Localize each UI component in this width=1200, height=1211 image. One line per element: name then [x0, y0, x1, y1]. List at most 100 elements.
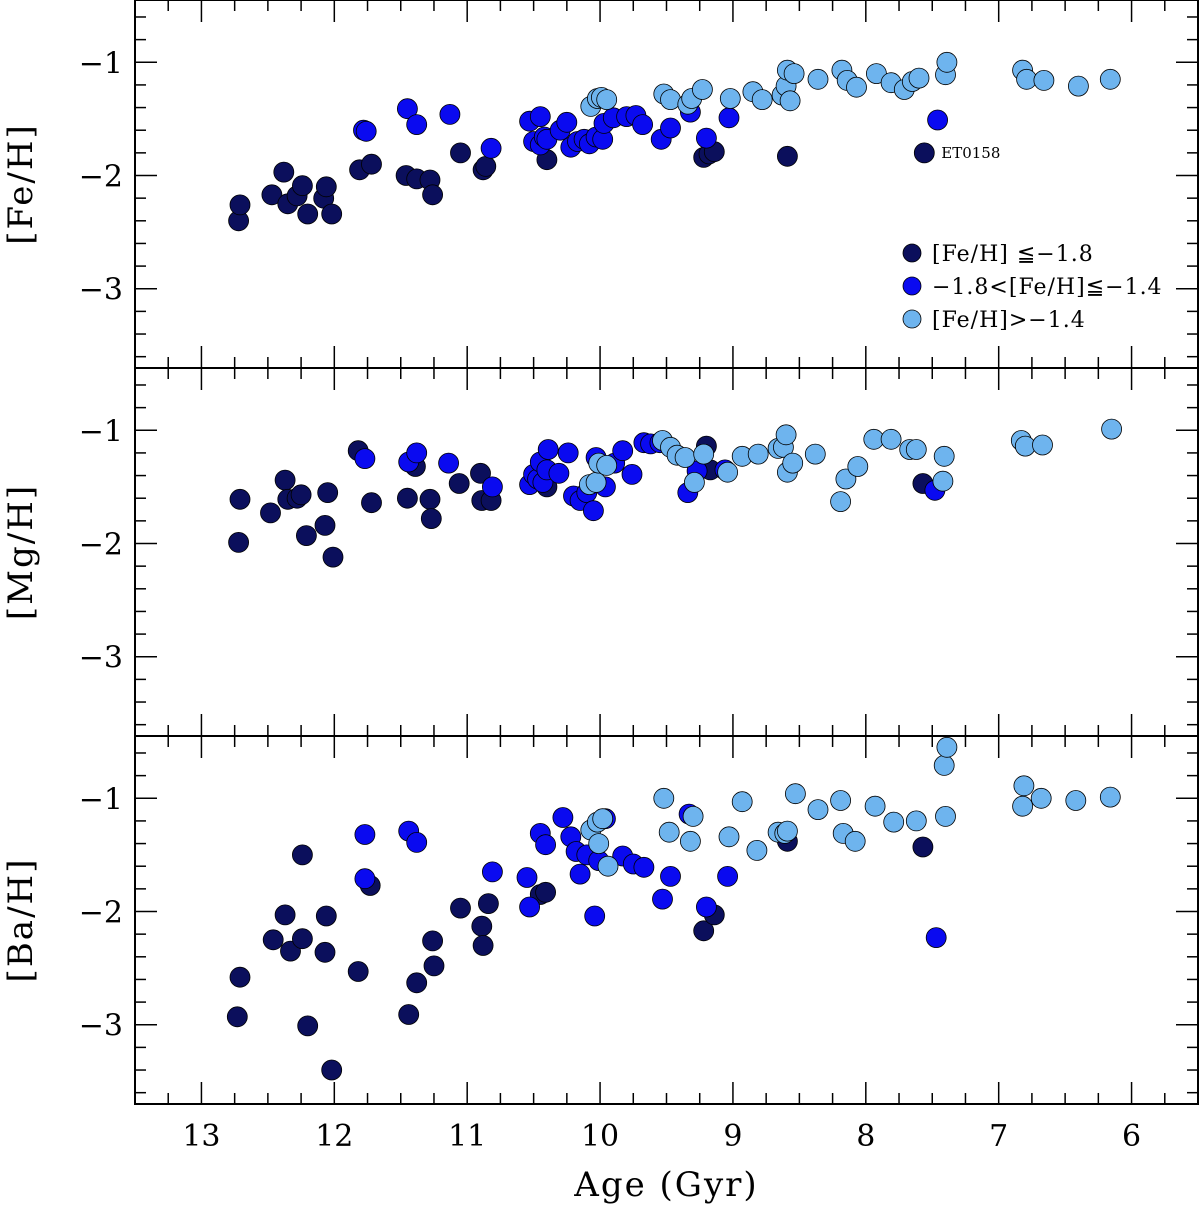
data-point-metal-rich [751, 89, 773, 110]
data-point-metal-rich [596, 89, 618, 110]
data-point-metal-rich [933, 755, 955, 776]
data-point-metal-poor [471, 915, 493, 937]
y-tick-label: −2 [79, 896, 123, 931]
data-point-metal-rich [777, 820, 798, 842]
y-tick-label: −3 [79, 641, 123, 676]
data-point-metal-rich [804, 443, 826, 465]
data-point-intermediate [612, 440, 634, 462]
data-point-metal-rich [936, 51, 958, 73]
data-point-metal-rich [588, 833, 610, 854]
data-point-metal-rich [846, 76, 867, 98]
data-point-metal-poor [475, 155, 497, 177]
data-point-metal-rich [746, 840, 768, 861]
data-point-intermediate [481, 476, 503, 498]
data-point-intermediate [354, 824, 376, 845]
data-point-metal-rich [719, 88, 741, 109]
data-point-metal-poor [226, 1006, 248, 1028]
data-point-intermediate [537, 439, 559, 460]
data-point-metal-poor [321, 203, 343, 225]
data-point-intermediate [718, 107, 740, 129]
data-point-metal-poor [450, 897, 471, 919]
data-point-metal-rich [905, 810, 927, 832]
data-point-intermediate [552, 807, 574, 828]
data-point-intermediate [529, 106, 551, 127]
data-point-metal-rich [717, 461, 738, 483]
data-point-metal-poor [322, 546, 344, 568]
data-point-metal-poor [396, 487, 418, 509]
data-point-metal-poor [448, 473, 470, 494]
data-point-metal-rich [807, 799, 829, 820]
data-point-intermediate [519, 896, 540, 918]
panel-ba: −1 −2 −3 [Ba/H] [1, 735, 1199, 1105]
data-point-metal-rich [830, 790, 851, 811]
data-point-metal-rich [731, 791, 753, 813]
data-point-metal-poor [422, 184, 444, 206]
data-point-metal-rich [785, 783, 806, 805]
data-point-metal-rich [844, 830, 866, 852]
data-point-metal-rich [596, 454, 618, 476]
legend-label: [Fe/H] ≦−1.8 [932, 242, 1094, 267]
data-point-metal-poor [470, 462, 491, 484]
data-point-intermediate [633, 856, 655, 878]
data-point-metal-poor [273, 161, 295, 183]
data-point-intermediate [406, 114, 428, 135]
data-point-metal-poor [419, 488, 441, 510]
data-point-metal-poor [477, 893, 499, 914]
data-point-metal-poor [912, 836, 934, 858]
data-point-metal-poor [229, 966, 251, 988]
data-point-metal-poor [420, 508, 442, 529]
data-point-metal-poor [295, 525, 317, 546]
data-point-metal-poor [693, 920, 715, 942]
y-tick-label: −3 [79, 1009, 123, 1044]
data-point-metal-rich [933, 445, 955, 467]
data-point-metal-rich [1099, 786, 1121, 808]
data-point-metal-rich [684, 471, 705, 493]
legend-entry-intermediate: −1.8<[Fe/H]≦−1.4 [902, 275, 1162, 300]
data-point-metal-rich [585, 471, 607, 493]
annotation-label: ET0158 [941, 144, 1000, 162]
data-point-intermediate [406, 442, 428, 464]
data-point-metal-poor [274, 469, 296, 491]
data-point-intermediate [927, 109, 948, 131]
data-point-intermediate [535, 834, 556, 856]
data-point-metal-rich [830, 491, 851, 513]
data-point-metal-poor [317, 482, 339, 504]
data-point-metal-rich [782, 452, 804, 474]
data-point-metal-rich [653, 787, 675, 809]
panel-fe: −1 −2 −3 [Fe/H] ET0158 [1, 0, 1199, 369]
data-point-metal-poor [361, 153, 382, 175]
data-point-metal-rich [847, 456, 869, 477]
data-point-metal-rich [658, 821, 680, 843]
y-tick-label: −2 [79, 160, 123, 195]
data-point-intermediate [557, 442, 579, 464]
data-point-metal-rich [1013, 775, 1035, 797]
data-point-intermediate [548, 462, 570, 484]
y-tick-label: −1 [79, 46, 123, 81]
data-point-metal-rich [680, 830, 701, 852]
data-point-metal-poor [314, 941, 336, 963]
y-tick-label: −1 [79, 782, 123, 817]
data-point-metal-rich [1030, 787, 1052, 809]
data-point-metal-poor [297, 1015, 319, 1037]
y-axis-label: [Ba/H] [1, 858, 41, 983]
data-point-metal-poor [347, 961, 369, 982]
data-point-metal-poor [297, 203, 319, 225]
panel-border [134, 367, 1199, 737]
data-point-metal-poor [229, 194, 251, 216]
x-tick-label: 10 [581, 1119, 619, 1154]
data-point-metal-poor [361, 492, 382, 514]
data-point-intermediate [925, 927, 947, 948]
legend-entry-metal-rich: [Fe/H]>−1.4 [902, 308, 1085, 333]
data-point-intermediate [696, 896, 717, 918]
x-tick-label: 7 [989, 1119, 1008, 1154]
data-point-intermediate [354, 448, 376, 470]
x-tick-label: 6 [1122, 1119, 1141, 1154]
data-point-metal-rich [674, 447, 696, 468]
data-point-metal-poor [291, 928, 313, 950]
data-point-metal-rich [592, 808, 614, 830]
data-point-intermediate [621, 463, 643, 485]
data-point-metal-poor [314, 515, 336, 536]
data-point-intermediate [354, 868, 376, 890]
data-point-intermediate [652, 888, 673, 910]
